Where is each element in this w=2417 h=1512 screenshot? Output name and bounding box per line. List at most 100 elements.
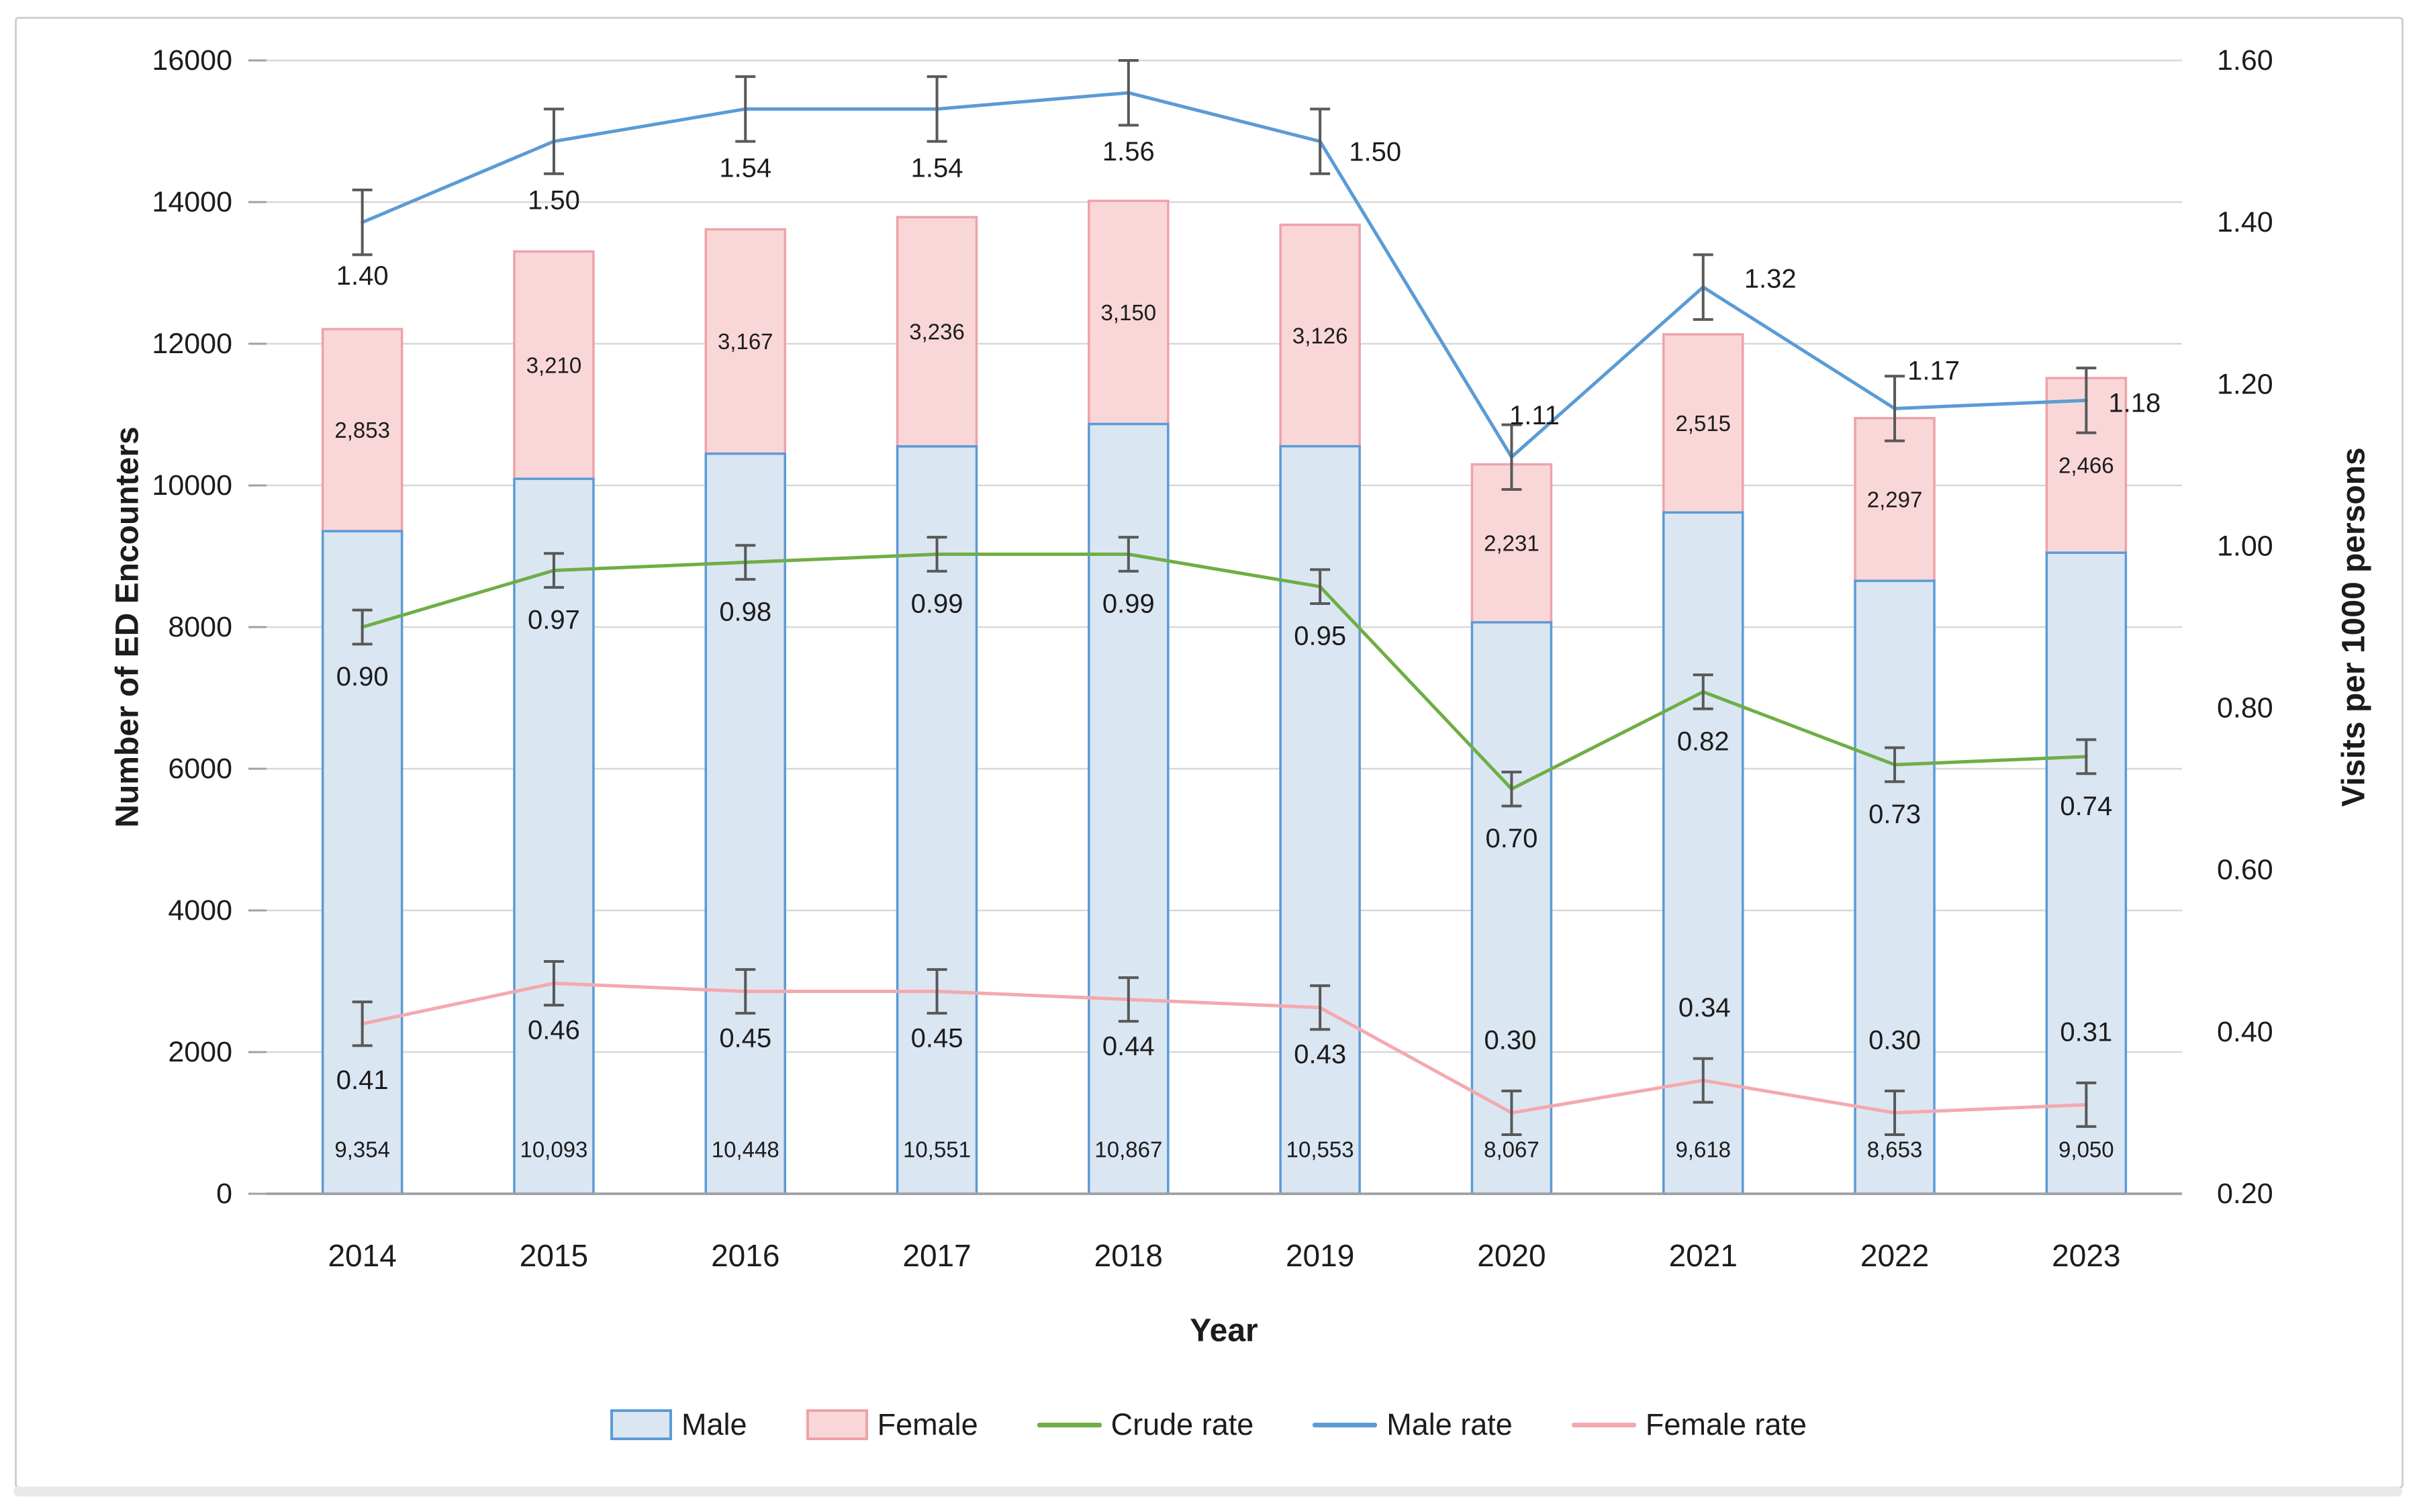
point-label-male-rate-2021: 1.32 [1744,265,1797,294]
year-label-2020: 2020 [1477,1238,1546,1273]
figure-border [15,17,2404,1489]
right-axis-title: Visits per 1000 persons [2336,447,2372,807]
point-label-female-rate-2022: 0.30 [1868,1025,1921,1055]
point-label-male-rate-2022: 1.17 [1907,356,1960,385]
legend-item-male-rate: Male rate [1313,1407,1513,1442]
bar-male-2019 [1279,444,1361,1195]
point-label-crude-rate-2018: 0.99 [1102,589,1155,618]
point-label-male-rate-2015: 1.50 [528,186,580,216]
year-label-2015: 2015 [520,1238,588,1273]
tick-label-left-0: 0 [216,1178,232,1210]
tick-label-left-14000: 14000 [152,186,232,218]
tick-label-right-1.20: 1.20 [2217,368,2273,400]
bar-female-2022 [1854,417,1936,582]
errorbar-crude-rate-2016 [735,544,756,581]
point-label-female-rate-2018: 0.44 [1102,1032,1155,1061]
point-label-male-rate-2020: 1.11 [1509,401,1560,430]
bar-label-male-2018: 10,867 [1094,1137,1162,1162]
legend-item-female: Female [806,1407,978,1442]
errorbar-crude-rate-2018 [1118,536,1139,573]
errorbar-crude-rate-2023 [2076,738,2097,775]
legend-label-female: Female [877,1407,978,1442]
point-label-male-rate-2016: 1.54 [719,153,771,183]
tick-label-right-0.20: 0.20 [2217,1178,2273,1210]
point-label-crude-rate-2015: 0.97 [528,606,580,635]
errorbar-male-rate-2017 [927,75,947,143]
series-line-male-rate [361,91,2088,459]
point-label-crude-rate-2014: 0.90 [336,662,389,692]
point-label-crude-rate-2021: 0.82 [1677,726,1729,756]
errorbar-male-rate-2021 [1693,253,1713,321]
year-label-2023: 2023 [2052,1238,2120,1273]
errorbar-female-rate-2023 [2076,1081,2097,1128]
bar-label-male-2015: 10,093 [520,1137,587,1162]
point-label-crude-rate-2023: 0.74 [2060,792,2112,821]
errorbar-female-rate-2014 [352,1000,373,1047]
point-label-female-rate-2023: 0.31 [2060,1017,2112,1047]
bar-female-2018 [1088,199,1170,426]
tick-label-left-6000: 6000 [168,753,232,785]
bar-female-2016 [704,228,786,455]
bar-label-female-2022: 2,297 [1867,487,1923,512]
bar-label-male-2022: 8,653 [1867,1137,1923,1162]
legend-label-male-rate: Male rate [1386,1407,1513,1442]
point-label-female-rate-2015: 0.46 [528,1016,580,1045]
series-line-crude-rate [361,552,2088,791]
errorbar-female-rate-2022 [1885,1089,1905,1136]
year-label-2018: 2018 [1094,1238,1163,1273]
point-label-female-rate-2021: 0.34 [1678,993,1731,1023]
bar-label-female-2023: 2,466 [2058,453,2114,478]
tick-label-right-0.60: 0.60 [2217,854,2273,886]
errorbar-crude-rate-2017 [927,536,947,573]
bar-label-female-2017: 3,236 [909,320,965,344]
tick-label-left-4000: 4000 [168,894,232,927]
errorbar-female-rate-2019 [1310,984,1331,1031]
errorbar-male-rate-2023 [2076,367,2097,434]
tick-label-left-2000: 2000 [168,1036,232,1068]
legend: Male Female Crude rate Male rate Female … [0,1407,2417,1442]
point-label-female-rate-2014: 0.41 [336,1066,389,1095]
point-label-crude-rate-2016: 0.98 [719,598,771,627]
year-label-2019: 2019 [1286,1238,1354,1273]
errorbar-male-rate-2022 [1885,375,1905,442]
tick-label-left-16000: 16000 [152,44,232,77]
bar-female-2017 [896,216,978,448]
year-label-2021: 2021 [1669,1238,1738,1273]
errorbar-female-rate-2021 [1693,1057,1713,1104]
page-edge-shadow [13,1486,2402,1497]
tick-label-left-8000: 8000 [168,611,232,643]
bar-label-female-2016: 3,167 [718,329,773,354]
bar-label-female-2019: 3,126 [1292,323,1348,348]
bar-label-male-2021: 9,618 [1675,1137,1731,1162]
point-label-female-rate-2017: 0.45 [911,1024,963,1053]
point-label-crude-rate-2019: 0.95 [1294,622,1346,651]
errorbar-male-rate-2018 [1118,59,1139,127]
legend-item-crude-rate: Crude rate [1037,1407,1254,1442]
series-line-female-rate [361,982,2088,1115]
legend-item-male: Male [610,1407,747,1442]
errorbar-male-rate-2015 [543,107,564,175]
errorbar-female-rate-2015 [543,959,564,1007]
errorbar-male-rate-2014 [352,188,373,256]
errorbar-crude-rate-2022 [1885,746,1905,784]
errorbar-female-rate-2020 [1501,1089,1522,1136]
bar-female-2019 [1279,224,1361,448]
bar-label-male-2023: 9,050 [2058,1137,2114,1162]
tick-label-right-1.00: 1.00 [2217,530,2273,562]
point-label-male-rate-2017: 1.54 [911,153,963,183]
bar-label-male-2017: 10,551 [903,1137,971,1162]
legend-label-crude-rate: Crude rate [1110,1407,1254,1442]
year-label-2016: 2016 [711,1238,779,1273]
year-label-2017: 2017 [902,1238,971,1273]
errorbar-male-rate-2016 [735,75,756,143]
tick-label-right-1.40: 1.40 [2217,206,2273,238]
errorbar-female-rate-2016 [735,968,756,1015]
bar-female-2021 [1662,333,1744,514]
crude-rate-line-swatch-icon [1037,1422,1102,1427]
errorbar-crude-rate-2019 [1310,568,1331,606]
errorbar-crude-rate-2020 [1501,770,1522,808]
bar-male-2015 [513,477,595,1195]
tick-label-left-12000: 12000 [152,328,232,360]
